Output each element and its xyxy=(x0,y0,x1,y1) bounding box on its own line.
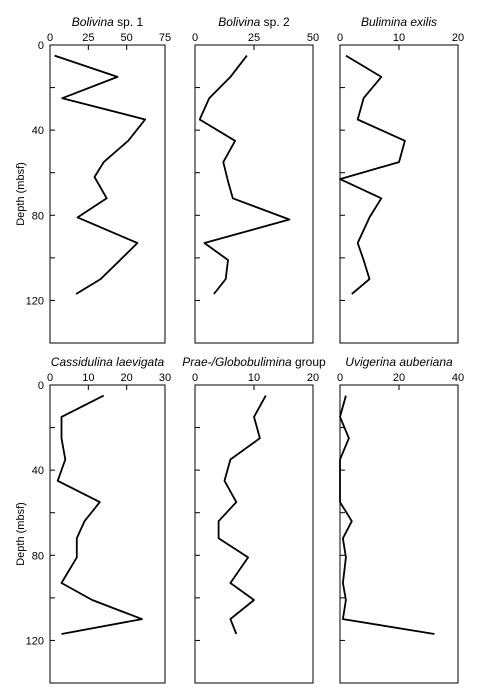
y-tick-label: 120 xyxy=(26,295,44,307)
x-tick-label: 30 xyxy=(159,372,171,384)
series-line xyxy=(339,395,435,635)
title-part: sp. 1 xyxy=(114,15,144,29)
x-tick-label: 0 xyxy=(192,32,198,44)
plot-frame xyxy=(194,384,314,684)
x-tick-label: 50 xyxy=(307,32,319,44)
x-tick-label: 25 xyxy=(82,32,94,44)
plot-frame xyxy=(194,44,314,344)
title-part: Bulimina exilis xyxy=(361,15,437,29)
x-tick-label: 0 xyxy=(47,372,53,384)
title-part: group xyxy=(292,355,326,369)
x-tick-label: 10 xyxy=(248,372,260,384)
y-tick-label: 120 xyxy=(26,635,44,647)
x-tick-label: 75 xyxy=(159,32,171,44)
plot-frame xyxy=(49,384,166,684)
panel-title: Bolivina sp. 1 xyxy=(72,15,144,29)
x-tick-label: 25 xyxy=(248,32,260,44)
y-axis-label: Depth (mbsf) xyxy=(15,502,27,566)
title-part: Uvigerina auberiana xyxy=(345,355,453,369)
title-part: sp. 2 xyxy=(260,15,290,29)
plot-frame xyxy=(339,384,459,684)
x-tick-label: 20 xyxy=(121,372,133,384)
title-part: Cassidulina laevigata xyxy=(51,355,165,369)
panel-title: Cassidulina laevigata xyxy=(51,355,165,369)
x-tick-label: 20 xyxy=(393,372,405,384)
plot-frame xyxy=(339,44,459,344)
panel-title: Bolivina sp. 2 xyxy=(218,15,290,29)
title-part: Prae-/Globobulimina xyxy=(182,355,292,369)
x-tick-label: 0 xyxy=(47,32,53,44)
series-line xyxy=(56,394,143,635)
y-tick-label: 40 xyxy=(32,125,44,137)
panel-2: Bolivina sp. 2 0 25 50 xyxy=(192,15,319,344)
panel-4: Cassidulina laevigata 0 10 20 30 0 40 80 120 Dept… xyxy=(15,355,171,684)
series-line xyxy=(339,54,406,295)
panel-1: Bolivina sp. 1 0 25 50 75 0 40 80 120 Depth (mbsf… xyxy=(15,15,171,344)
panel-title: Uvigerina auberiana xyxy=(345,355,453,369)
y-axis-label: Depth (mbsf) xyxy=(15,162,27,226)
series-line xyxy=(54,54,147,295)
x-tick-label: 0 xyxy=(337,372,343,384)
x-tick-label: 20 xyxy=(452,32,464,44)
x-tick-label: 20 xyxy=(307,372,319,384)
x-tick-label: 0 xyxy=(337,32,343,44)
panel-title: Prae-/Globobulimina group xyxy=(182,355,326,369)
series-line xyxy=(198,55,291,295)
y-tick-label: 40 xyxy=(32,465,44,477)
x-tick-label: 0 xyxy=(192,372,198,384)
y-tick-label: 80 xyxy=(32,550,44,562)
title-part: Bolivina xyxy=(218,15,260,29)
x-tick-label: 10 xyxy=(82,372,94,384)
panel-5: Prae-/Globobulimina group 0 10 20 xyxy=(182,355,326,684)
panel-3: Bulimina exilis 0 10 20 xyxy=(337,15,464,344)
panel-title: Bulimina exilis xyxy=(361,15,437,29)
y-tick-label: 0 xyxy=(38,40,44,52)
x-tick-label: 50 xyxy=(121,32,133,44)
plot-frame xyxy=(49,44,166,344)
y-tick-label: 80 xyxy=(32,210,44,222)
x-tick-label: 40 xyxy=(452,372,464,384)
title-part: Bolivina xyxy=(72,15,114,29)
x-tick-label: 10 xyxy=(393,32,405,44)
y-tick-label: 0 xyxy=(38,380,44,392)
series-line xyxy=(217,395,267,635)
